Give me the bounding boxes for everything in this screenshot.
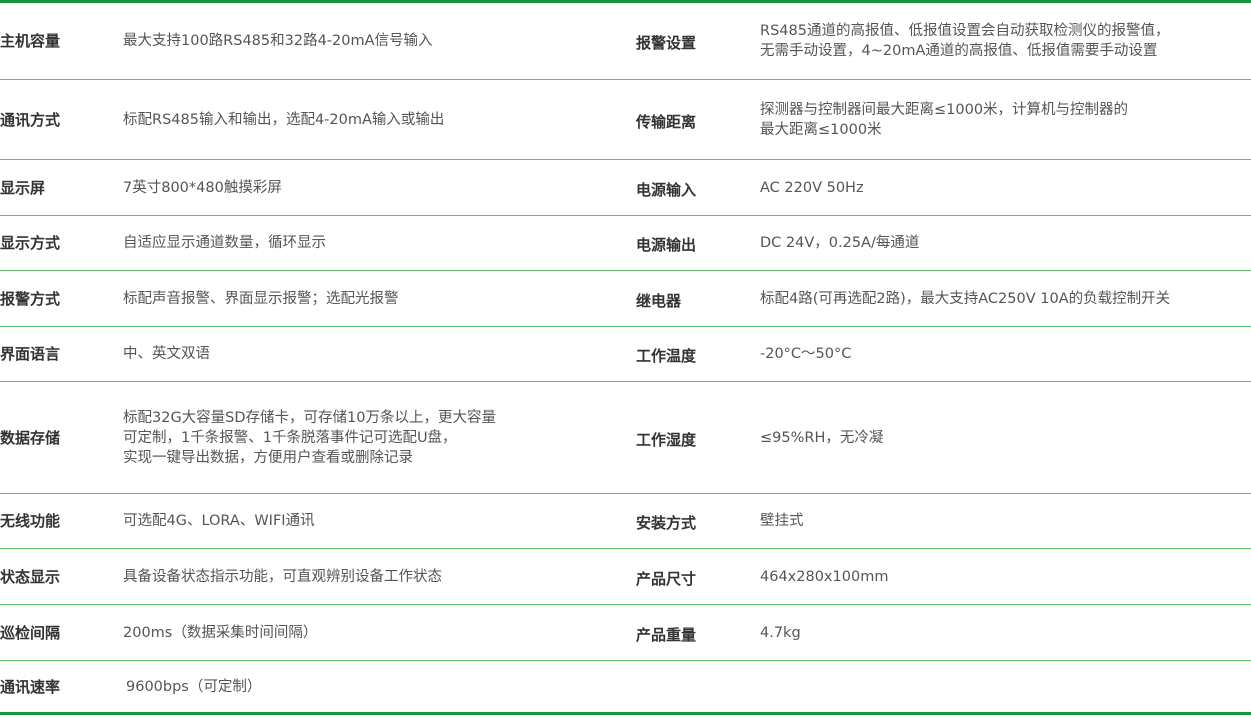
- spec-label: 界面语言: [0, 345, 61, 363]
- spec-label: 状态显示: [0, 567, 61, 586]
- spec-value: -20°C～50°C: [760, 346, 852, 362]
- spec-label: 安装方式: [636, 514, 697, 532]
- spec-label: 报警设置: [636, 34, 697, 52]
- spec-label: 主机容量: [0, 32, 61, 50]
- spec-label: 报警方式: [0, 289, 61, 308]
- spec-value: 可选配4G、LORA、WIFI通讯: [123, 513, 315, 529]
- spec-value: 中、英文双语: [123, 346, 210, 362]
- spec-value: 自适应显示通道数量，循环显示: [123, 235, 326, 251]
- spec-value: 壁挂式: [760, 513, 804, 529]
- spec-row: 无线功能 可选配4G、LORA、WIFI通讯 安装方式 壁挂式: [0, 494, 1251, 549]
- spec-value: AC 220V 50Hz: [760, 179, 864, 196]
- spec-label: 工作温度: [636, 347, 697, 365]
- spec-value: 标配RS485输入和输出，选配4-20mA输入或输出: [123, 111, 445, 128]
- spec-value: 9600bps（可定制）: [126, 678, 262, 695]
- spec-value: ≤95%RH，无冷凝: [760, 429, 884, 446]
- spec-row: 通讯方式 标配RS485输入和输出，选配4-20mA输入或输出 传输距离 探测器与控制…: [0, 80, 1251, 160]
- spec-value: 具备设备状态指示功能，可直观辨别设备工作状态: [123, 568, 442, 585]
- spec-value: 最大支持100路RS485和32路4-20mA信号输入: [123, 33, 433, 49]
- spec-row: 主机容量 最大支持100路RS485和32路4-20mA信号输入 报警设置 RS485…: [0, 2, 1251, 80]
- spec-label: 电源输入: [636, 180, 697, 199]
- spec-label: 产品尺寸: [636, 569, 697, 588]
- spec-label: 工作湿度: [636, 430, 697, 449]
- spec-row: 显示屏 7英寸800*480触摸彩屏 电源输入 AC 220V 50Hz: [0, 160, 1251, 216]
- spec-row: 显示方式 自适应显示通道数量，循环显示 电源输出 DC 24V，0.25A/每通道: [0, 216, 1251, 271]
- spec-label: 继电器: [636, 291, 682, 310]
- spec-label: 数据存储: [0, 428, 61, 447]
- spec-label: 显示方式: [0, 234, 61, 252]
- spec-label: [636, 661, 760, 714]
- spec-row: 界面语言 中、英文双语 工作温度 -20°C～50°C: [0, 327, 1251, 382]
- spec-row: 数据存储 标配32G大容量SD存储卡，可存储10万条以上，更大容量 可定制，1千条…: [0, 382, 1251, 494]
- spec-label: 电源输出: [636, 236, 697, 254]
- spec-value: 200ms（数据采集时间间隔）: [123, 624, 318, 641]
- spec-value: 4.7kg: [760, 624, 801, 641]
- spec-row: 状态显示 具备设备状态指示功能，可直观辨别设备工作状态 产品尺寸 464x280x10…: [0, 549, 1251, 605]
- spec-value: 标配声音报警、界面显示报警；选配光报警: [123, 290, 399, 307]
- spec-value: 探测器与控制器间最大距离≤1000米，计算机与控制器的 最大距离≤1000米: [760, 101, 1129, 138]
- spec-value: 464x280x100mm: [760, 568, 889, 585]
- spec-label: 巡检间隔: [0, 623, 61, 642]
- spec-value: 标配32G大容量SD存储卡，可存储10万条以上，更大容量 可定制，1千条报警、1…: [123, 409, 497, 466]
- spec-row: 通讯速率 9600bps（可定制）: [0, 661, 1251, 714]
- spec-value: RS485通道的高报值、低报值设置会自动获取检测仪的报警值， 无需手动设置，4~…: [760, 23, 1170, 59]
- spec-label: 通讯方式: [0, 110, 61, 129]
- spec-label: 显示屏: [0, 178, 46, 197]
- spec-label: 通讯速率: [0, 677, 61, 696]
- spec-label: 传输距离: [636, 112, 697, 131]
- spec-value: [760, 661, 1251, 714]
- spec-value: 7英寸800*480触摸彩屏: [123, 179, 282, 196]
- spec-row: 报警方式 标配声音报警、界面显示报警；选配光报警 继电器 标配4路(可再选配2路)，最…: [0, 271, 1251, 327]
- spec-label: 产品重量: [636, 625, 697, 644]
- spec-value: DC 24V，0.25A/每通道: [760, 235, 920, 251]
- spec-row: 巡检间隔 200ms（数据采集时间间隔） 产品重量 4.7kg: [0, 605, 1251, 661]
- spec-value: 标配4路(可再选配2路)，最大支持AC250V 10A的负载控制开关: [760, 290, 1171, 307]
- spec-label: 无线功能: [0, 512, 61, 530]
